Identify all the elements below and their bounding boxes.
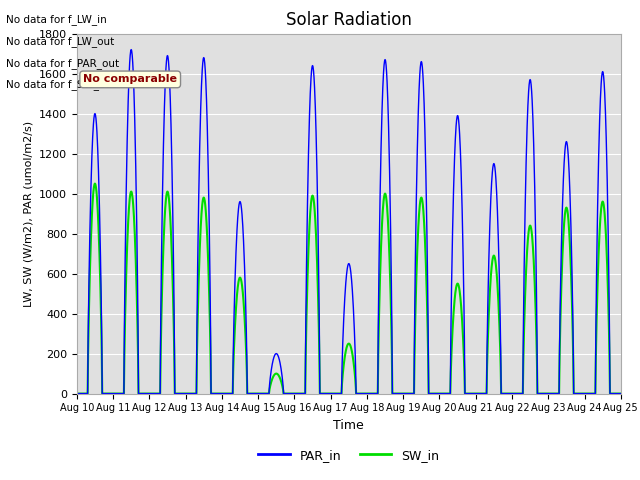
Y-axis label: LW, SW (W/m2), PAR (umol/m2/s): LW, SW (W/m2), PAR (umol/m2/s)	[24, 120, 33, 307]
SW_in	[584, 391, 591, 396]
PAR_in	[617, 391, 625, 396]
Legend: PAR_in, SW_in: PAR_in, SW_in	[253, 444, 444, 467]
SW_in	[91, 180, 99, 186]
SW_in	[365, 391, 372, 396]
SW_in	[507, 391, 515, 396]
PAR_in	[507, 391, 515, 396]
Line: SW_in: SW_in	[77, 183, 621, 394]
PAR_in	[365, 391, 372, 396]
Text: No data for f_PAR_out: No data for f_PAR_out	[6, 58, 120, 69]
SW_in	[225, 391, 232, 396]
SW_in	[376, 266, 384, 272]
Line: PAR_in: PAR_in	[77, 49, 621, 394]
Text: No comparable: No comparable	[83, 74, 177, 84]
Text: No data for f_LW_out: No data for f_LW_out	[6, 36, 115, 47]
Text: No data for f_SW_out: No data for f_SW_out	[6, 79, 116, 90]
PAR_in	[73, 391, 81, 396]
PAR_in	[225, 391, 232, 396]
SW_in	[569, 329, 577, 335]
PAR_in	[569, 307, 577, 313]
PAR_in	[127, 47, 135, 52]
PAR_in	[584, 391, 591, 396]
SW_in	[617, 391, 625, 396]
PAR_in	[376, 182, 384, 188]
X-axis label: Time: Time	[333, 419, 364, 432]
Text: No data for f_LW_in: No data for f_LW_in	[6, 14, 107, 25]
SW_in	[73, 391, 81, 396]
Title: Solar Radiation: Solar Radiation	[286, 11, 412, 29]
